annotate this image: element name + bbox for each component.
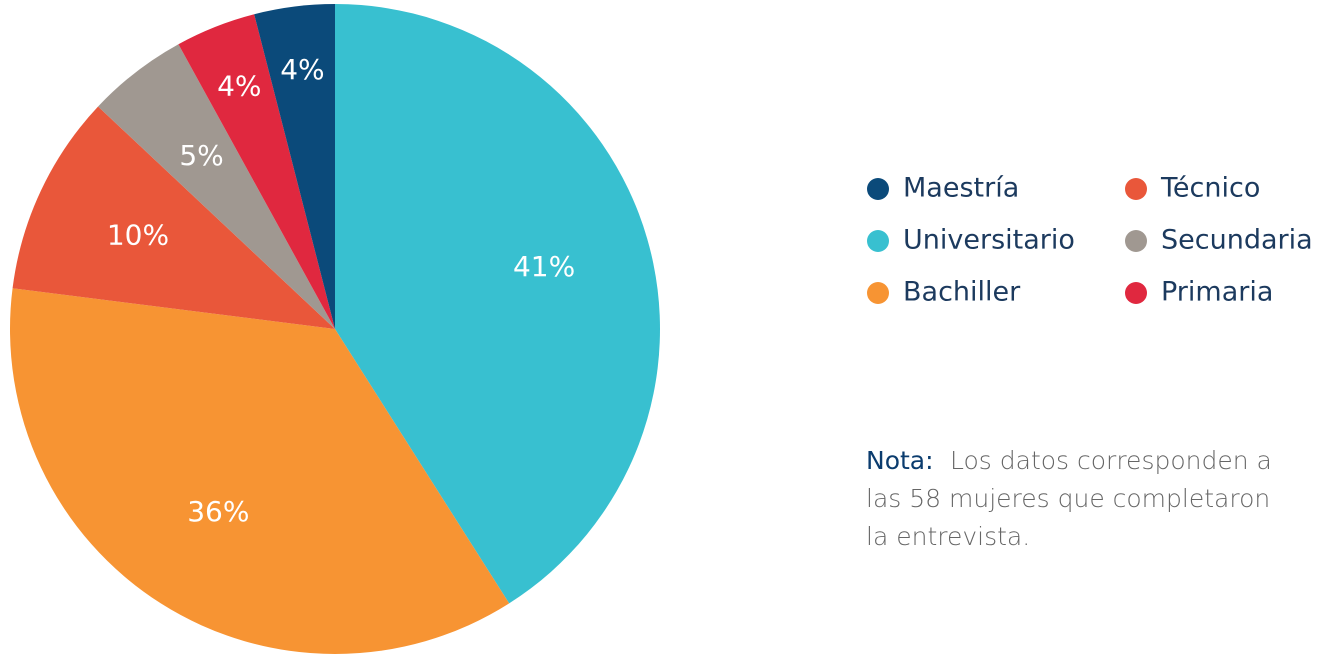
legend-swatch xyxy=(867,230,889,252)
legend-label: Universitario xyxy=(903,225,1075,256)
legend-label: Maestría xyxy=(903,173,1019,204)
legend-label: Primaria xyxy=(1161,277,1273,308)
note: Nota: xyxy=(866,446,934,475)
legend-swatch xyxy=(867,178,889,200)
legend-label: Técnico xyxy=(1160,173,1260,204)
note-line: las 58 mujeres que completaron xyxy=(866,484,1270,513)
pie-slice xyxy=(10,288,510,654)
note-line: la entrevista. xyxy=(866,522,1030,551)
note-line: Los datos corresponden a xyxy=(950,446,1272,475)
legend-swatch xyxy=(1125,178,1147,200)
data-label: 4% xyxy=(280,53,324,86)
pie-slice xyxy=(98,44,335,330)
legend-swatch xyxy=(867,282,889,304)
pie-slice xyxy=(335,4,660,604)
legend-label: Bachiller xyxy=(903,277,1021,308)
pie-slice xyxy=(12,106,336,330)
legend-swatch xyxy=(1125,282,1147,304)
data-label: 10% xyxy=(107,218,169,251)
legend-swatch xyxy=(1125,230,1147,252)
legend-label: Secundaria xyxy=(1161,225,1313,256)
data-label: 4% xyxy=(217,69,261,102)
note-label: Nota: xyxy=(866,446,934,475)
data-label: 5% xyxy=(179,139,223,172)
pie-slice xyxy=(178,14,335,329)
data-label: 36% xyxy=(187,495,249,528)
data-label: 41% xyxy=(513,250,575,283)
pie-slice xyxy=(254,3,335,329)
